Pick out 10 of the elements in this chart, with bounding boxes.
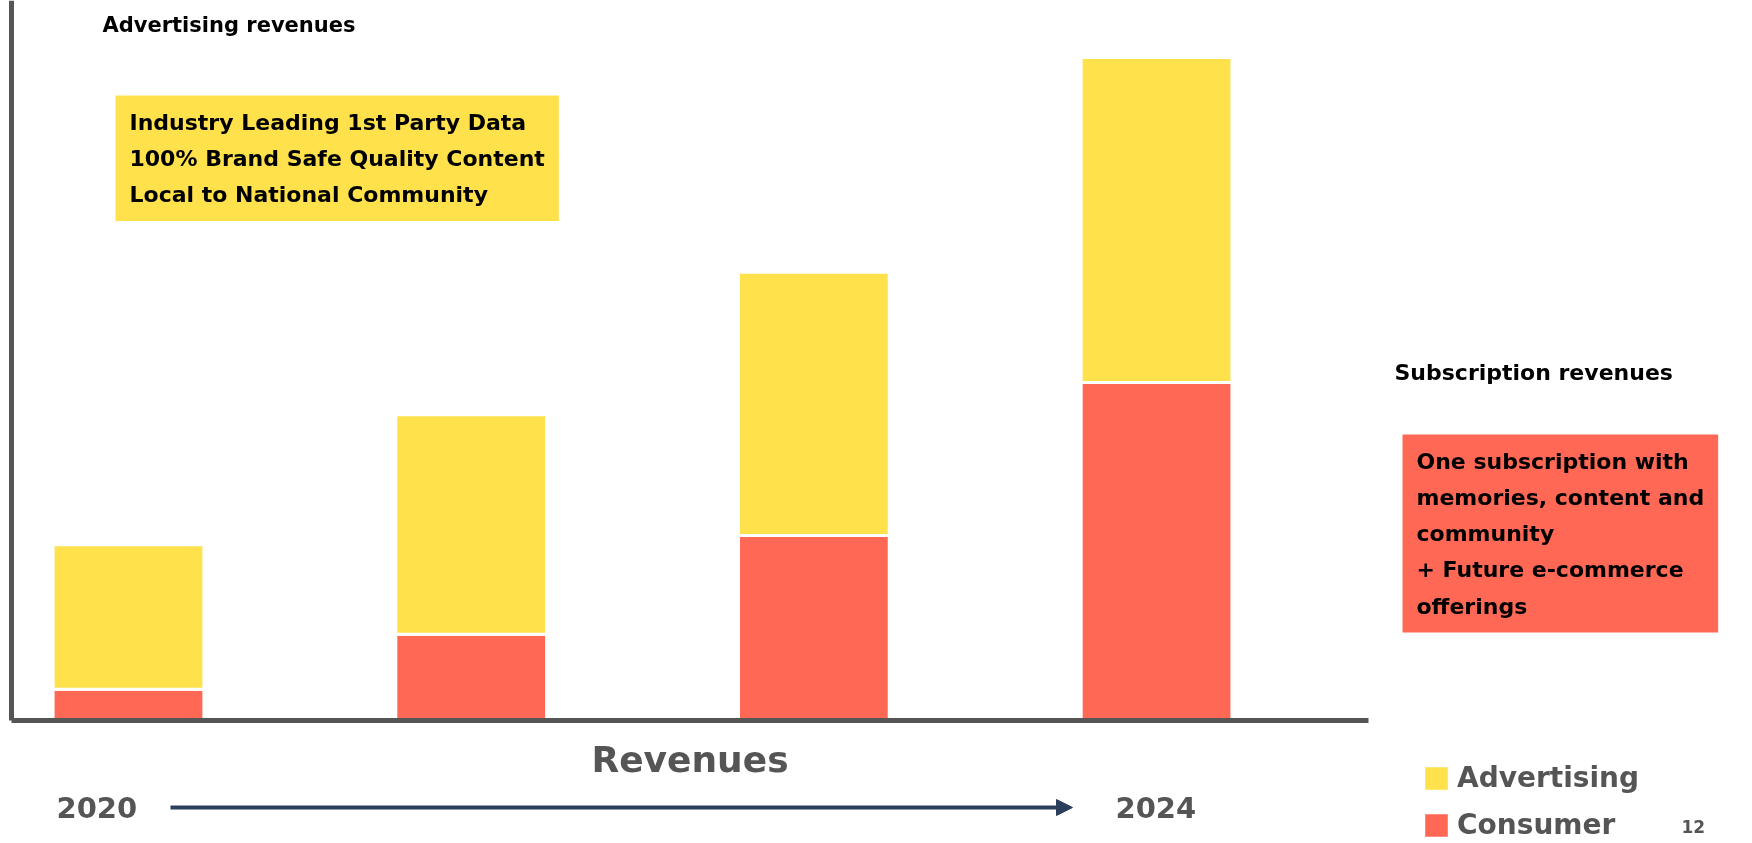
text: Advertising revenues: [102, 12, 356, 37]
text: 2020: [56, 791, 138, 825]
legend-label: Advertising: [1457, 761, 1639, 794]
text: Subscription revenues: [1394, 360, 1673, 385]
legend-label: Consumer: [1457, 808, 1616, 841]
annotation: Industry Leading 1st Party Data 100% Brand Safe Quality Content Local to National Community: [129, 109, 546, 207]
text: 12: [1681, 817, 1706, 837]
x-axis-title: Revenues: [591, 738, 789, 780]
text: One subscription with memories, content and community + Future e-commerce offerings: [1416, 448, 1705, 619]
text: 2024: [1115, 791, 1197, 825]
